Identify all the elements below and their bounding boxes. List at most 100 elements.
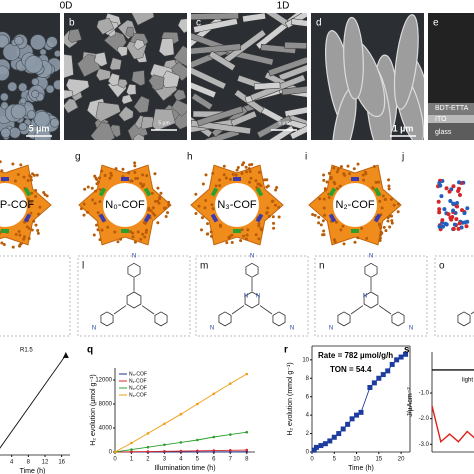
- layer-ito: [428, 115, 474, 123]
- cof-atom: [390, 221, 394, 225]
- marker: [385, 368, 391, 374]
- rod: [191, 81, 217, 99]
- linker: [328, 213, 337, 223]
- cof-atom: [0, 232, 1, 235]
- cof-atom: [29, 178, 33, 182]
- cof-atom: [442, 207, 447, 212]
- cof-atom: [329, 177, 333, 181]
- cof-atom: [311, 213, 315, 217]
- rod: [260, 43, 297, 54]
- y-tick-label: 6: [306, 394, 310, 400]
- bond: [259, 305, 273, 315]
- cof-atom: [360, 226, 364, 230]
- sem-image: [428, 13, 474, 140]
- cof-atom: [460, 220, 465, 225]
- scale-label: 5 µm: [29, 123, 50, 133]
- x-tick-label: 5: [333, 457, 337, 463]
- cof-atom: [0, 160, 2, 164]
- x-tick-label: 4: [10, 460, 14, 466]
- atom-label: N: [290, 326, 294, 332]
- marker: [398, 354, 404, 360]
- ring: [272, 311, 286, 327]
- cof-atom: [19, 242, 23, 246]
- cof-atom: [222, 164, 226, 168]
- grain: [133, 95, 150, 114]
- cof-atom: [441, 224, 446, 229]
- grain: [95, 101, 121, 123]
- cof-atom: [335, 186, 339, 190]
- grain: [131, 13, 155, 26]
- cof-atom: [447, 189, 452, 194]
- marker: [163, 449, 166, 453]
- cof-atom: [318, 197, 322, 201]
- cof-atom: [205, 232, 209, 236]
- rod: [191, 62, 227, 90]
- rod: [290, 18, 307, 28]
- cof-atom: [325, 180, 329, 184]
- marker: [212, 392, 216, 396]
- cof-atom: [82, 202, 86, 206]
- panel-label: g: [75, 152, 81, 163]
- y-axis-title: H₂ evolution (mmol g⁻¹): [287, 362, 294, 435]
- cof-atom: [197, 204, 201, 208]
- sphere: [53, 49, 60, 58]
- layer-glass: [428, 123, 474, 140]
- linker: [233, 229, 241, 233]
- cof-atom: [109, 171, 113, 175]
- series-line: [0, 354, 67, 449]
- marker: [394, 357, 400, 363]
- grain: [160, 70, 180, 88]
- cof-atom: [26, 178, 30, 182]
- y-tick-label: 8: [306, 376, 310, 382]
- cof-name: P-COF: [0, 199, 34, 211]
- marker: [228, 449, 232, 452]
- atom-label: N: [363, 294, 367, 300]
- atom-label: N: [329, 326, 333, 332]
- cof-atom: [30, 191, 34, 195]
- cof-atom: [265, 178, 269, 182]
- grain: [148, 74, 165, 91]
- cof-atom: [100, 228, 104, 232]
- annotation: light o: [462, 378, 474, 384]
- linker: [255, 213, 264, 223]
- sem-texture: [64, 13, 187, 140]
- cof-atom: [332, 238, 336, 242]
- cof-atom: [248, 163, 252, 167]
- cof-atom: [27, 226, 31, 230]
- cof-atom: [79, 207, 83, 211]
- cof-atom: [18, 244, 22, 248]
- cof-atom: [151, 211, 155, 215]
- cof-atom: [133, 164, 137, 168]
- cof-atom: [342, 242, 346, 246]
- marker: [313, 444, 319, 450]
- cof-atom: [144, 230, 148, 234]
- marker: [318, 443, 324, 449]
- cof-atom: [381, 194, 385, 198]
- cof-atom: [201, 182, 205, 186]
- cof-pore: [215, 183, 259, 227]
- sphere: [0, 92, 9, 102]
- bond: [231, 305, 245, 315]
- grain: [132, 133, 145, 140]
- y-tick-label: 4000: [99, 426, 113, 432]
- cof-atom: [387, 178, 391, 182]
- cof-atom: [156, 199, 160, 203]
- grain: [170, 61, 187, 82]
- cof-atom: [22, 235, 26, 239]
- cof-atom: [277, 215, 281, 219]
- cof-atom: [133, 240, 137, 244]
- layer-label: glass: [435, 129, 452, 136]
- cof-atom: [386, 216, 390, 220]
- rod: [289, 123, 307, 140]
- sphere: [14, 35, 24, 46]
- bond: [470, 311, 474, 315]
- linker: [255, 187, 264, 197]
- cof-atom: [156, 186, 160, 190]
- cof-atom: [128, 230, 132, 234]
- cof-atom: [98, 176, 102, 180]
- cof-atom: [317, 215, 321, 219]
- cof-atom: [231, 172, 235, 176]
- cof-atom: [271, 199, 275, 203]
